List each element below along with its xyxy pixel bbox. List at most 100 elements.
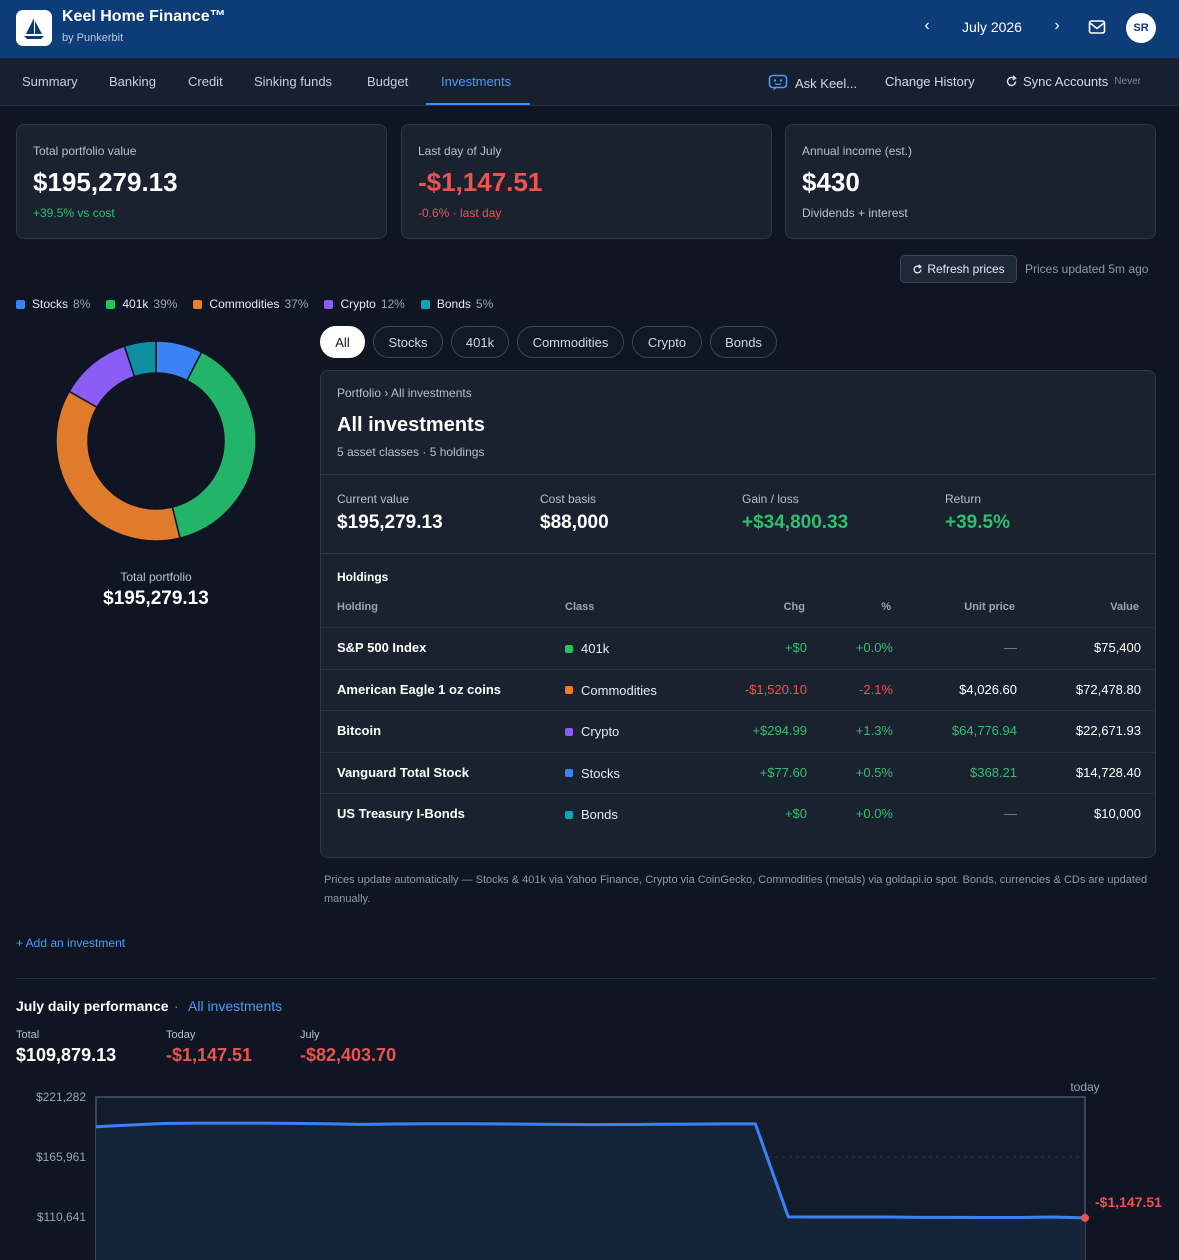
holding-name: US Treasury I-Bonds [337,806,465,821]
tab-investments[interactable]: Investments [441,74,512,89]
holding-change: +$0 [784,806,807,821]
mail-icon[interactable] [1088,19,1106,35]
panel-title: All investments [337,414,485,436]
month-label: July 2026 [962,19,1022,35]
sync-icon [1006,75,1017,87]
ask-keel-button[interactable]: Ask Keel... [768,74,857,92]
sailboat-logo-icon[interactable] [16,10,52,46]
legend-pct: 12% [380,297,405,311]
stat-card-annual-income: Annual income (est.) $430 Dividends + in… [785,124,1156,239]
tab-credit[interactable]: Credit [188,74,223,89]
filter-401k[interactable]: 401k [451,326,509,358]
tab-budget[interactable]: Budget [367,74,409,89]
row-divider [321,627,1155,628]
holding-change: +$77.60 [759,764,807,780]
stat-label: Last day of July [418,144,502,158]
holding-change: +$294.99 [752,723,807,738]
holding-class-label: Bonds [581,807,618,822]
prices-footnote: Prices update automatically — Stocks & 4… [324,874,1148,905]
filter-stocks[interactable]: Stocks [373,326,443,358]
daily-performance-chart[interactable]: $221,282 $165,961 $110,641 -$1,147.51 today [0,1076,1179,1260]
holding-row[interactable]: US Treasury I-Bonds +$0 +0.0% — $10,000 Bonds [321,793,1155,835]
holding-row[interactable]: American Eagle 1 oz coins -$1,520.10 -2.1%… [321,669,1155,711]
class-color-dot [565,686,573,694]
divider [321,474,1155,475]
column-header-pct: % [881,601,891,613]
holding-name: S&P 500 Index [337,640,427,655]
perf-label-today: Today [166,1029,196,1041]
metric-current-value: $195,279.13 [337,512,443,533]
sync-accounts-button[interactable]: Sync Accounts Never [1005,74,1141,89]
holding-class: Crypto [565,724,619,739]
perf-value-total: $109,879.13 [16,1045,117,1065]
metric-label: Gain / loss [742,492,799,506]
holding-class-label: Stocks [581,765,621,781]
legend-swatch [16,299,25,309]
main-nav: Summary Banking Credit Sinking funds Bud… [0,58,1179,106]
legend-name: 401k [122,297,149,311]
stat-sub: Dividends + interest [802,206,908,220]
y-tick-label: $165,961 [36,1150,86,1164]
holding-unit-price: $4,026.60 [959,681,1017,697]
legend-item-commodities: Commodities 37% [193,297,308,311]
holding-class: Bonds [565,807,618,822]
filter-commodities[interactable]: Commodities [517,326,624,358]
user-avatar[interactable]: SR [1126,13,1156,43]
holding-unit-price: $64,776.94 [951,723,1017,738]
holding-change-pct: +1.3% [855,723,893,738]
holding-change: +$0 [784,640,807,655]
legend-swatch [324,299,334,309]
stat-value: -$1,147.51 [418,167,543,197]
holding-row[interactable]: Bitcoin +$294.99 +1.3% $64,776.94 $22,671.93… [321,710,1155,752]
perf-label-july: July [300,1029,320,1041]
holding-row[interactable]: Vanguard Total Stock +$77.60 +0.5% $368.21 $… [321,752,1155,794]
panel-subtitle: 5 asset classes · 5 holdings [337,445,485,459]
legend-item-bonds: Bonds 5% [420,297,494,311]
sync-accounts-label: Sync Accounts [1023,74,1109,89]
metric-cost-basis: $88,000 [540,512,609,533]
previous-month-button[interactable]: ‹ [924,17,930,34]
holding-row[interactable]: S&P 500 Index +$0 +0.0% — $75,400 401k [321,627,1155,669]
legend-swatch [193,299,203,309]
legend-pct: 5% [475,297,494,311]
legend-pct: 8% [73,297,91,311]
donut-slice-bonds[interactable] [123,340,157,378]
filter-crypto[interactable]: Crypto [632,326,702,358]
change-history-link[interactable]: Change History [885,74,975,89]
allocation-donut-chart[interactable] [50,335,262,547]
ask-keel-label: Ask Keel... [795,75,858,91]
holding-class-label: 401k [581,641,610,656]
tab-banking[interactable]: Banking [109,74,156,89]
next-month-button[interactable]: › [1054,17,1060,34]
metric-label: Return [945,492,982,506]
perf-label-total: Total [16,1029,40,1041]
legend-swatch [106,299,116,309]
tab-summary[interactable]: Summary [22,74,78,89]
column-header-holding: Holding [337,601,378,613]
holding-name: American Eagle 1 oz coins [337,681,502,697]
column-header-class: Class [565,601,595,613]
perf-value-july: -$82,403.70 [300,1045,397,1065]
refresh-prices-button[interactable]: Refresh prices [900,255,1017,283]
metric-return: +39.5% [945,512,1010,533]
add-investment-link[interactable]: + Add an investment [16,936,126,950]
performance-scope-link[interactable]: All investments [188,998,283,1014]
stat-card-total-portfolio: Total portfolio value $195,279.13 +39.5%… [16,124,387,239]
holding-change: -$1,520.10 [744,681,807,697]
breadcrumb: Portfolio › All investments [337,386,472,400]
title-separator: · [174,998,179,1014]
holding-value: $72,478.80 [1075,681,1141,697]
legend-name: Crypto [340,297,376,311]
legend-swatch [420,299,430,309]
filter-all[interactable]: All [320,326,365,358]
allocation-legend: Stocks 8% 401k 39% Commodities 37% Crypt… [16,297,493,311]
filter-bonds[interactable]: Bonds [710,326,777,358]
donut-slice-401k[interactable] [171,351,257,539]
perf-value-today: -$1,147.51 [166,1045,253,1065]
tab-sinking-funds[interactable]: Sinking funds [254,74,333,89]
holding-unit-price: — [1004,806,1017,821]
donut-slice-commodities[interactable] [55,390,181,542]
stat-card-last-day: Last day of July -$1,147.51 -0.6% · last… [401,124,772,239]
stat-value: $430 [802,167,860,197]
today-point[interactable] [1081,1213,1089,1222]
